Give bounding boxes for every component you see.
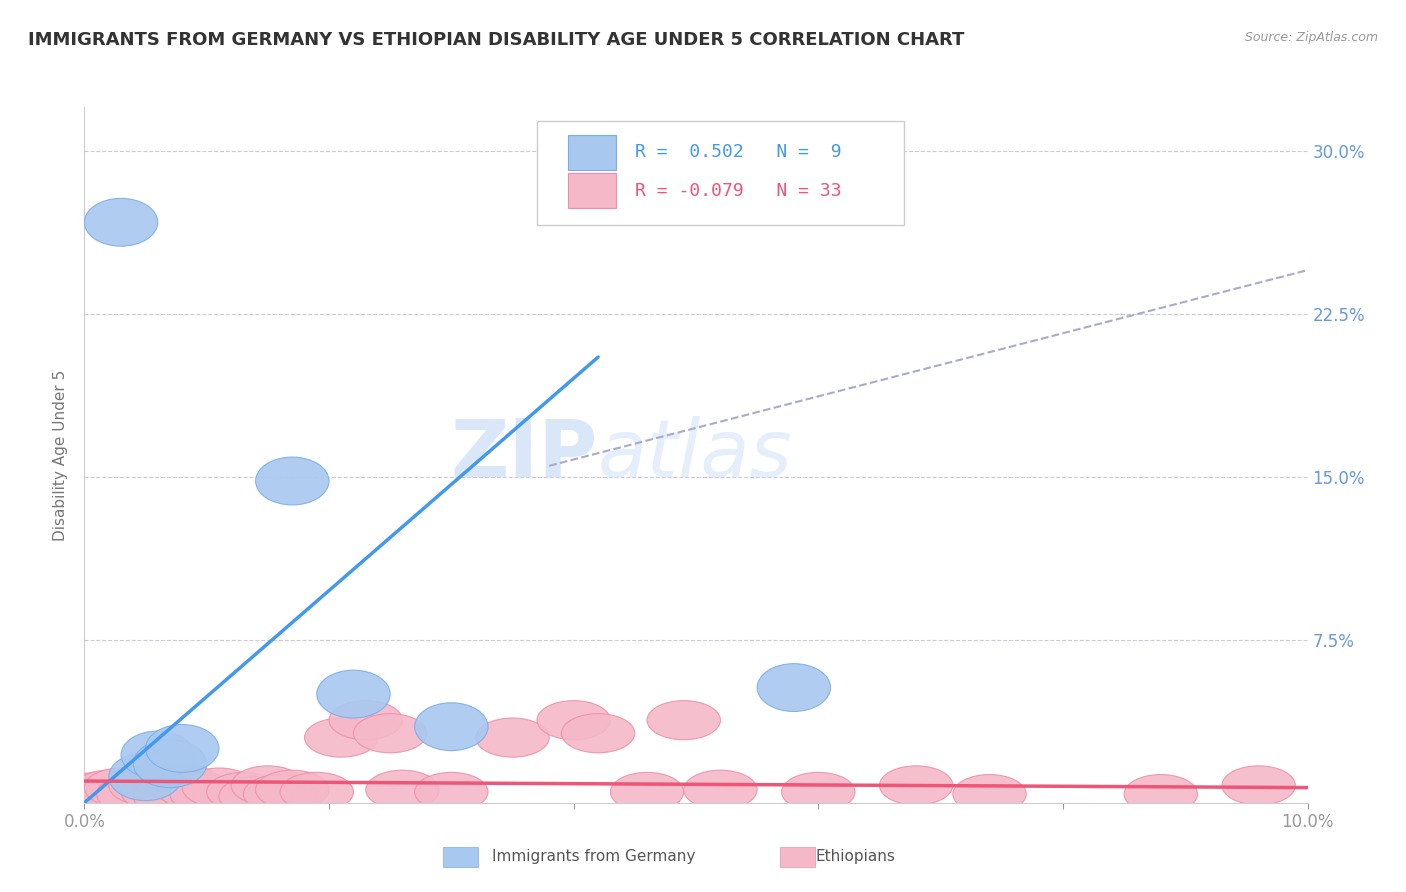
Ellipse shape [415, 703, 488, 751]
Ellipse shape [647, 700, 720, 739]
Text: Source: ZipAtlas.com: Source: ZipAtlas.com [1244, 31, 1378, 45]
Ellipse shape [207, 772, 280, 812]
Ellipse shape [610, 772, 683, 812]
Ellipse shape [366, 770, 439, 809]
Ellipse shape [108, 766, 183, 805]
Ellipse shape [183, 768, 256, 807]
Ellipse shape [880, 766, 953, 805]
Ellipse shape [243, 774, 316, 814]
Y-axis label: Disability Age Under 5: Disability Age Under 5 [53, 369, 69, 541]
Ellipse shape [108, 753, 183, 801]
Ellipse shape [353, 714, 427, 753]
Ellipse shape [72, 770, 146, 809]
Ellipse shape [683, 770, 758, 809]
Text: atlas: atlas [598, 416, 793, 494]
Ellipse shape [121, 772, 194, 812]
Ellipse shape [329, 700, 402, 739]
Ellipse shape [953, 774, 1026, 814]
Ellipse shape [316, 670, 391, 718]
Ellipse shape [219, 777, 292, 816]
Ellipse shape [60, 772, 134, 812]
Ellipse shape [146, 764, 219, 803]
Ellipse shape [146, 724, 219, 772]
Text: ZIP: ZIP [451, 416, 598, 494]
Ellipse shape [561, 714, 636, 753]
FancyBboxPatch shape [537, 121, 904, 226]
Ellipse shape [134, 777, 207, 816]
Ellipse shape [305, 718, 378, 757]
Ellipse shape [134, 739, 207, 788]
Ellipse shape [170, 774, 243, 814]
Ellipse shape [256, 457, 329, 505]
Ellipse shape [84, 198, 157, 246]
Ellipse shape [97, 774, 170, 814]
Text: Ethiopians: Ethiopians [815, 849, 896, 863]
Ellipse shape [475, 718, 550, 757]
Ellipse shape [231, 766, 305, 805]
FancyBboxPatch shape [568, 173, 616, 208]
Text: Immigrants from Germany: Immigrants from Germany [492, 849, 696, 863]
FancyBboxPatch shape [568, 135, 616, 169]
Ellipse shape [537, 700, 610, 739]
Ellipse shape [1125, 774, 1198, 814]
Ellipse shape [280, 772, 353, 812]
Ellipse shape [1222, 766, 1295, 805]
Ellipse shape [758, 664, 831, 712]
Ellipse shape [415, 772, 488, 812]
Ellipse shape [256, 770, 329, 809]
Text: R = -0.079   N = 33: R = -0.079 N = 33 [636, 182, 841, 200]
Ellipse shape [84, 768, 157, 807]
Text: IMMIGRANTS FROM GERMANY VS ETHIOPIAN DISABILITY AGE UNDER 5 CORRELATION CHART: IMMIGRANTS FROM GERMANY VS ETHIOPIAN DIS… [28, 31, 965, 49]
Ellipse shape [782, 772, 855, 812]
Ellipse shape [121, 731, 194, 779]
Text: R =  0.502   N =  9: R = 0.502 N = 9 [636, 144, 841, 161]
Ellipse shape [157, 770, 231, 809]
